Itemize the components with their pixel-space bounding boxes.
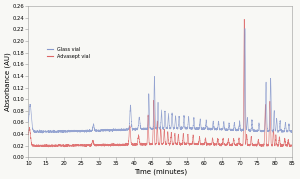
Y-axis label: Absorbance (AU): Absorbance (AU) [4, 52, 11, 111]
X-axis label: Time (minutes): Time (minutes) [134, 168, 187, 175]
Legend: Glass vial, Advasept vial: Glass vial, Advasept vial [47, 46, 90, 59]
